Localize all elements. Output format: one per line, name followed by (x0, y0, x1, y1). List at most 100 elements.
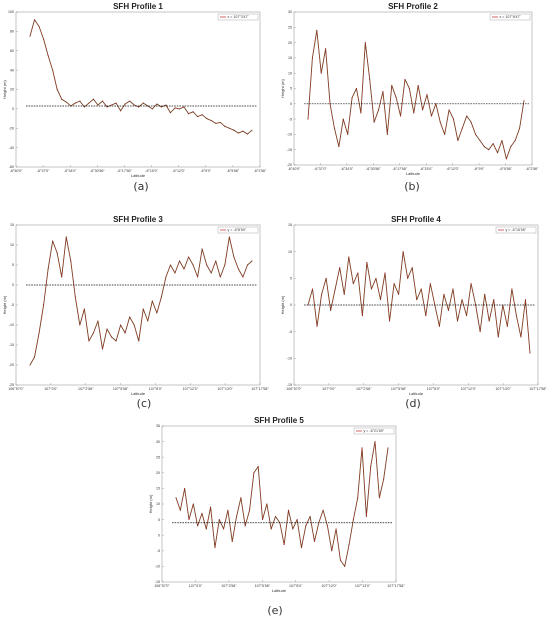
data-point (422, 109, 424, 111)
y-tick-label: -5 (289, 330, 292, 334)
x-tick-label: -6°37'0" (314, 167, 327, 171)
data-point (38, 332, 40, 334)
data-point (519, 127, 521, 129)
data-point (466, 315, 468, 317)
data-point (357, 497, 359, 499)
chart-a: SFH Profile 1 -60 -40 -20 0 20 40 60 80 100 -6°50'… (2, 2, 267, 178)
data-point (470, 121, 472, 123)
data-point (138, 340, 140, 342)
data-point (429, 283, 431, 285)
data-point (382, 91, 384, 93)
data-point (400, 115, 402, 117)
legend-box (495, 226, 537, 234)
data-point (511, 288, 513, 290)
data-point (352, 519, 354, 521)
data-point (457, 140, 459, 142)
data-point (179, 509, 181, 511)
chart-e: SFH Profile 5 -15 -10 -5 0 5 10 15 20 25 30 35 106°5… (148, 416, 405, 593)
data-point (106, 106, 108, 108)
legend-box (217, 13, 259, 21)
y-tick-label: 15 (288, 56, 292, 60)
x-tick-label: 107°0'0" (189, 584, 203, 588)
x-tick-label: -6°17'56" (117, 169, 132, 173)
data-point (246, 264, 248, 266)
data-point (210, 272, 212, 274)
data-point (339, 559, 341, 561)
data-point (61, 276, 63, 278)
data-point (461, 127, 463, 129)
data-point (479, 331, 481, 333)
data-point (307, 118, 309, 120)
data-point (228, 127, 230, 129)
y-tick-label: 30 (288, 10, 292, 14)
y-tick-label: 35 (156, 424, 160, 428)
data-point (47, 268, 49, 270)
data-point (156, 312, 158, 314)
data-point (133, 324, 135, 326)
data-point (452, 118, 454, 120)
data-point (188, 519, 190, 521)
data-point (348, 256, 350, 258)
data-point (501, 140, 503, 142)
y-tick-label: 30 (156, 440, 160, 444)
data-point (493, 299, 495, 301)
caption-e: (e) (267, 604, 283, 617)
data-point (417, 84, 419, 86)
data-point (183, 268, 185, 270)
data-point (124, 332, 126, 334)
data-point (448, 109, 450, 111)
data-point (402, 251, 404, 253)
data-point (312, 288, 314, 290)
y-tick-label: 0 (12, 283, 14, 287)
data-point (228, 236, 230, 238)
y-tick-label: -40 (9, 146, 14, 150)
data-point (138, 106, 140, 108)
data-point (192, 503, 194, 505)
y-tick-label: 5 (12, 263, 14, 267)
y-tick-label: 5 (158, 518, 160, 522)
data-point (192, 111, 194, 113)
data-point (165, 104, 167, 106)
data-point (205, 528, 207, 530)
data-point (92, 332, 94, 334)
y-tick-label: 5 (290, 87, 292, 91)
series-line-overlay (307, 30, 525, 160)
data-point (29, 364, 31, 366)
y-tick-label: 15 (156, 487, 160, 491)
x-axis-label: Latitude (406, 171, 421, 176)
data-point (111, 104, 113, 106)
data-point (447, 309, 449, 311)
x-tick-label: -6°5'56" (227, 169, 240, 173)
data-point (322, 509, 324, 511)
chart-c: SFH Profile 3 -25 -20 -15 -10 -5 0 5 10 15 106°57'… (2, 215, 269, 396)
y-tick-label: 0 (290, 303, 292, 307)
chart-panel-c: SFH Profile 3 -25 -20 -15 -10 -5 0 5 10 15 106°57'… (2, 208, 272, 400)
data-point (29, 35, 31, 37)
data-point (416, 299, 418, 301)
data-point (364, 42, 366, 44)
data-point (326, 525, 328, 527)
data-point (197, 525, 199, 527)
data-point (242, 130, 244, 132)
y-tick-label: 10 (288, 71, 292, 75)
data-point (246, 133, 248, 135)
data-point (270, 528, 272, 530)
y-tick-label: -5 (157, 549, 160, 553)
data-point (210, 120, 212, 121)
data-point (242, 276, 244, 278)
x-tick-label: 107°12'0" (461, 387, 477, 391)
y-tick-label: 60 (10, 49, 14, 53)
x-tick-label: -6°2'56" (254, 169, 267, 173)
data-point (237, 268, 239, 270)
data-point (197, 116, 199, 118)
data-point (492, 143, 494, 145)
data-point (174, 107, 176, 109)
data-point (120, 324, 122, 326)
x-tick-label: 106°57'0" (154, 584, 170, 588)
x-tick-label: -6°30'56" (90, 169, 105, 173)
data-point (151, 108, 153, 110)
data-point (79, 324, 81, 326)
data-point (206, 264, 208, 266)
data-point (484, 293, 486, 295)
y-tick-label: -25 (9, 383, 14, 387)
